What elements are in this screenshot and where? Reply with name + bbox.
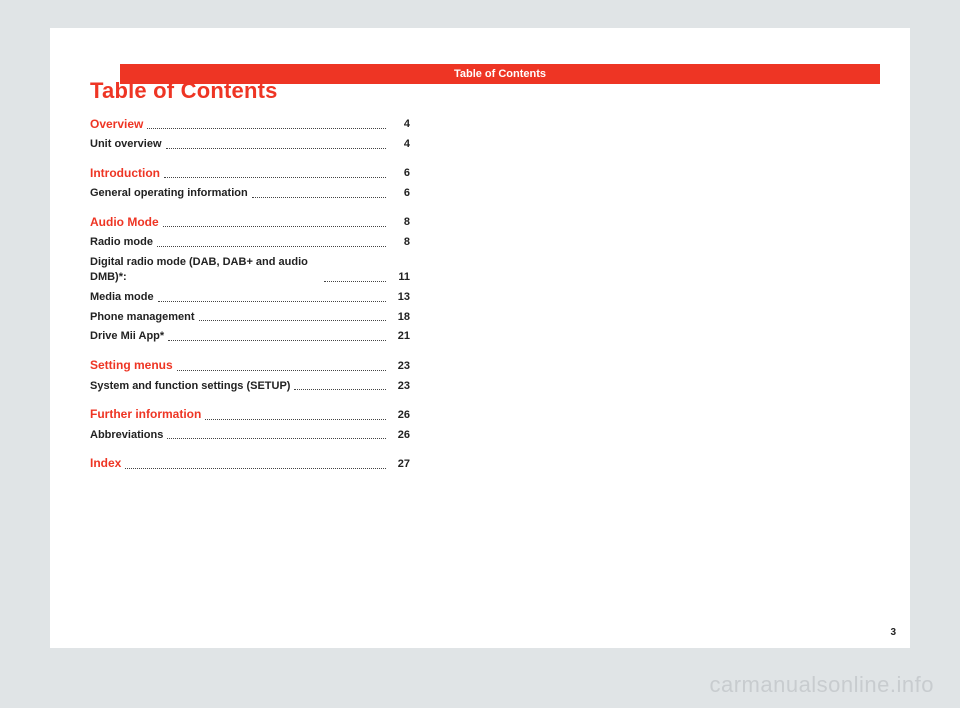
toc-item-row: Abbreviations 26 [90,428,410,443]
toc-gap [90,206,410,214]
toc-section-row: Introduction 6 [90,165,410,181]
toc-leader-dots [158,301,386,302]
toc-leader-dots [164,177,386,178]
toc-page: 26 [392,428,410,443]
toc-page: 4 [392,117,410,132]
toc-leader-dots [199,320,386,321]
toc-leader-dots [252,197,386,198]
toc-page: 27 [392,457,410,472]
toc-label: Media mode [90,290,154,305]
toc-label: Setting menus [90,357,173,373]
toc-gap [90,157,410,165]
watermark: carmanualsonline.info [709,672,934,698]
toc-title: Table of Contents [90,78,410,104]
toc-gap [90,447,410,455]
toc-page: 23 [392,359,410,374]
toc-label: Overview [90,116,143,132]
toc-section-row: Audio Mode 8 [90,214,410,230]
toc-leader-dots [324,281,386,282]
toc-page: 18 [392,310,410,325]
toc-label: Phone management [90,310,195,325]
toc-leader-dots [177,370,386,371]
toc-item-row: System and function settings (SETUP) 23 [90,379,410,394]
toc-leader-dots [157,246,386,247]
table-of-contents: Table of Contents Overview4Unit overview… [90,78,410,477]
toc-label: Abbreviations [90,428,163,443]
toc-item-row: Phone management 18 [90,310,410,325]
toc-label: Index [90,455,121,471]
toc-section-row: Overview 4 [90,116,410,132]
toc-section-row: Further information 26 [90,406,410,422]
toc-label: Unit overview [90,137,162,152]
toc-page: 26 [392,408,410,423]
toc-leader-dots [167,438,386,439]
toc-item-row: Radio mode 8 [90,235,410,250]
header-title: Table of Contents [454,68,546,80]
toc-page: 4 [392,137,410,152]
toc-item-row: Unit overview 4 [90,137,410,152]
toc-leader-dots [125,468,386,469]
toc-page: 6 [392,166,410,181]
toc-section-row: Setting menus 23 [90,357,410,373]
toc-leader-dots [147,128,386,129]
toc-item-row: Drive Mii App* 21 [90,329,410,344]
toc-page: 6 [392,186,410,201]
toc-label: System and function settings (SETUP) [90,379,290,394]
toc-page: 8 [392,215,410,230]
toc-section-row: Index 27 [90,455,410,471]
toc-page: 21 [392,329,410,344]
toc-label: General operating information [90,186,248,201]
toc-page: 23 [392,379,410,394]
toc-leader-dots [168,340,386,341]
toc-label: Digital radio mode (DAB, DAB+ and audio … [90,255,320,285]
toc-label: Further information [90,406,201,422]
toc-item-row: Digital radio mode (DAB, DAB+ and audio … [90,255,410,285]
toc-item-row: General operating information 6 [90,186,410,201]
toc-item-row: Media mode 13 [90,290,410,305]
page-number: 3 [890,627,896,638]
toc-page: 11 [392,270,410,285]
toc-gap [90,398,410,406]
toc-page: 13 [392,290,410,305]
toc-leader-dots [205,419,386,420]
toc-leader-dots [294,389,386,390]
toc-label: Introduction [90,165,160,181]
document-page: Table of Contents Table of Contents Over… [50,28,910,648]
toc-gap [90,349,410,357]
toc-label: Radio mode [90,235,153,250]
toc-page: 8 [392,235,410,250]
toc-label: Drive Mii App* [90,329,164,344]
toc-label: Audio Mode [90,214,159,230]
toc-leader-dots [163,226,386,227]
toc-leader-dots [166,148,386,149]
